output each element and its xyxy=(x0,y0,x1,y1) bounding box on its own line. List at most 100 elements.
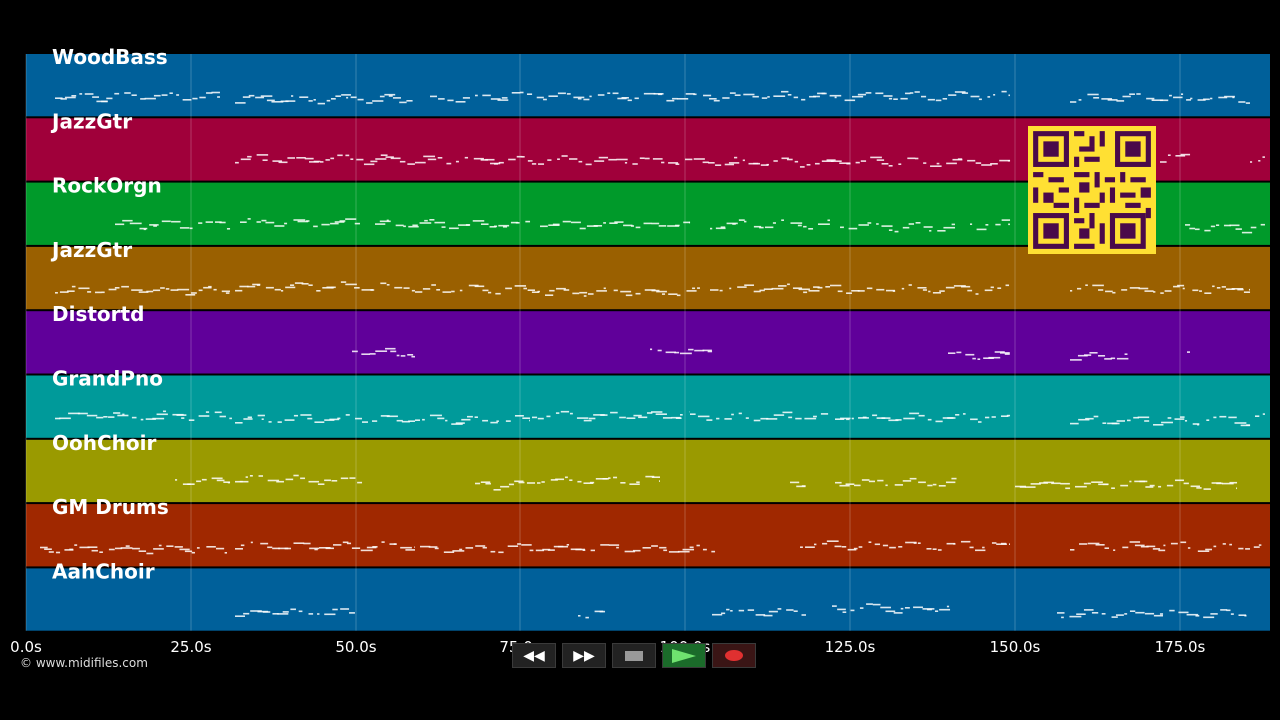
note-mark xyxy=(1236,487,1238,490)
note-mark xyxy=(693,93,697,96)
note-mark xyxy=(753,225,762,228)
note-mark xyxy=(514,415,524,417)
note-mark xyxy=(880,606,891,609)
note-mark xyxy=(876,417,886,419)
note-mark xyxy=(44,548,52,550)
note-mark xyxy=(888,419,899,422)
note-mark xyxy=(447,99,454,102)
note-mark xyxy=(990,163,998,165)
note-mark xyxy=(753,162,759,165)
note-mark xyxy=(201,478,207,481)
note-mark xyxy=(1180,153,1191,156)
note-mark xyxy=(199,96,206,99)
note-mark xyxy=(872,603,881,606)
note-mark xyxy=(702,161,709,164)
note-mark xyxy=(984,416,990,419)
note-mark xyxy=(1102,483,1109,486)
note-mark xyxy=(643,222,652,225)
note-mark xyxy=(953,285,966,287)
fast-forward-button[interactable]: ▶▶ xyxy=(562,643,606,668)
note-mark xyxy=(143,228,146,231)
note-mark xyxy=(1043,481,1055,484)
note-mark xyxy=(489,226,497,228)
note-mark xyxy=(904,607,910,609)
note-mark xyxy=(694,349,705,352)
note-mark xyxy=(434,547,439,550)
note-mark xyxy=(390,157,401,160)
note-mark xyxy=(1137,416,1150,419)
note-mark xyxy=(846,292,852,294)
note-mark xyxy=(301,283,309,285)
note-mark xyxy=(403,225,406,228)
note-mark xyxy=(626,417,636,419)
note-mark xyxy=(858,224,869,226)
note-mark xyxy=(583,98,590,101)
note-mark xyxy=(537,482,541,484)
note-mark xyxy=(145,418,156,420)
note-mark xyxy=(260,95,273,97)
note-mark xyxy=(866,287,873,290)
note-mark xyxy=(1178,611,1189,614)
note-mark xyxy=(613,289,618,292)
note-mark xyxy=(191,292,197,294)
note-mark xyxy=(1115,614,1124,616)
note-mark xyxy=(1229,543,1232,546)
note-mark xyxy=(738,219,745,221)
note-mark xyxy=(1112,291,1116,294)
note-mark xyxy=(1255,415,1260,417)
note-mark xyxy=(876,288,885,291)
note-mark xyxy=(256,154,269,156)
note-mark xyxy=(999,159,1011,162)
note-mark xyxy=(1180,93,1184,95)
note-mark xyxy=(494,163,499,165)
note-mark xyxy=(781,157,789,160)
note-mark xyxy=(1212,285,1215,288)
note-mark xyxy=(710,289,719,291)
note-mark xyxy=(852,95,864,98)
note-mark xyxy=(176,414,187,416)
note-mark xyxy=(679,414,683,416)
note-mark xyxy=(661,161,665,164)
play-button[interactable] xyxy=(662,643,706,668)
note-mark xyxy=(905,541,917,544)
note-mark xyxy=(1116,357,1129,360)
note-mark xyxy=(731,413,734,416)
note-mark xyxy=(978,98,982,101)
note-mark xyxy=(625,294,633,297)
note-mark xyxy=(830,284,842,287)
note-mark xyxy=(738,609,745,612)
note-mark xyxy=(372,546,378,548)
note-mark xyxy=(1203,488,1211,490)
note-mark xyxy=(620,290,632,293)
note-mark xyxy=(585,616,589,619)
qr-code-icon[interactable] xyxy=(1028,126,1156,254)
note-mark xyxy=(342,541,349,544)
note-mark xyxy=(161,220,171,223)
note-mark xyxy=(250,610,262,612)
note-mark xyxy=(330,98,336,100)
record-button[interactable] xyxy=(712,643,756,668)
note-mark xyxy=(850,609,855,612)
note-mark xyxy=(198,289,203,292)
note-mark xyxy=(345,283,357,286)
note-mark xyxy=(267,479,280,482)
note-mark xyxy=(235,422,243,424)
note-mark xyxy=(375,223,386,225)
rewind-button[interactable]: ◀◀ xyxy=(512,643,556,668)
note-mark xyxy=(999,352,1010,354)
note-mark xyxy=(542,548,551,551)
note-mark xyxy=(1087,542,1100,545)
note-mark xyxy=(71,95,77,97)
stop-button[interactable] xyxy=(612,643,656,668)
note-mark xyxy=(411,289,415,292)
note-mark xyxy=(1159,613,1164,615)
note-mark xyxy=(937,549,942,551)
note-mark xyxy=(422,418,425,421)
note-mark xyxy=(535,549,545,552)
note-mark xyxy=(196,480,202,483)
note-mark xyxy=(568,158,578,160)
note-mark xyxy=(1220,609,1228,611)
note-mark xyxy=(633,414,642,417)
note-mark xyxy=(1124,353,1128,355)
note-mark xyxy=(226,228,231,230)
